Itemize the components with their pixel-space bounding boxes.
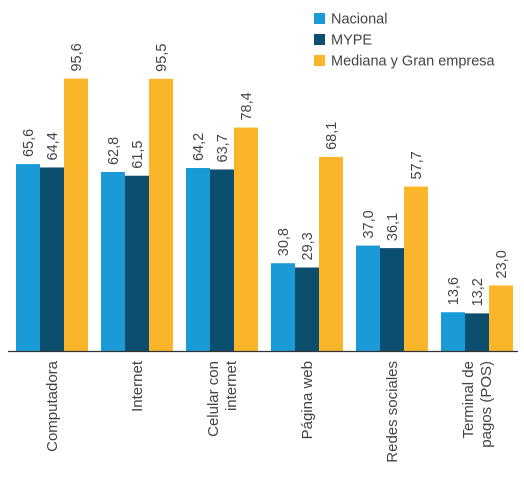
bar-2-2 bbox=[234, 127, 258, 351]
value-label-2-1: 63,7 bbox=[215, 134, 231, 162]
value-label-2-0: 64,2 bbox=[191, 133, 207, 161]
category-label-2-1: internet bbox=[223, 360, 240, 411]
bar-0-1 bbox=[40, 167, 64, 351]
bar-5-2 bbox=[489, 285, 513, 351]
legend-label-2: Mediana y Gran empresa bbox=[331, 54, 496, 70]
category-label-1-0: Internet bbox=[129, 360, 146, 412]
legend-label-1: MYPE bbox=[331, 33, 372, 49]
bar-5-0 bbox=[441, 312, 465, 351]
category-label-5-1: pagos (POS) bbox=[478, 361, 495, 448]
bar-1-2 bbox=[149, 78, 173, 351]
value-label-0-2: 95,6 bbox=[69, 43, 85, 71]
bar-0-2 bbox=[64, 78, 88, 351]
bar-4-2 bbox=[404, 186, 428, 351]
bar-1-0 bbox=[101, 172, 125, 351]
legend-label-0: Nacional bbox=[331, 12, 387, 28]
category-label-2-0: Celular con bbox=[205, 361, 222, 437]
value-label-4-0: 37,0 bbox=[361, 210, 377, 238]
value-labels-group: 65,6 64,4 95,6 62,8 61,5 95,5 64,2 63,7 78,4 30,8… bbox=[21, 43, 510, 306]
legend-swatch-1 bbox=[314, 34, 325, 45]
bar-3-2 bbox=[319, 156, 343, 351]
bar-4-1 bbox=[380, 248, 404, 351]
legend-swatch-2 bbox=[314, 55, 325, 66]
category-label-5-0: Terminal de bbox=[460, 361, 477, 439]
category-label-0-0: Computadora bbox=[44, 360, 61, 452]
category-labels-group: Computadora Internet Celular con internet Pá… bbox=[44, 360, 495, 463]
value-label-1-2: 95,5 bbox=[154, 44, 170, 72]
value-label-3-0: 30,8 bbox=[276, 228, 292, 256]
bar-2-0 bbox=[186, 168, 210, 351]
bar-3-1 bbox=[295, 267, 319, 351]
value-label-3-2: 68,1 bbox=[324, 122, 340, 150]
value-label-5-2: 23,0 bbox=[494, 250, 510, 278]
value-label-1-0: 62,8 bbox=[106, 137, 122, 165]
value-label-2-2: 78,4 bbox=[239, 92, 255, 120]
value-label-0-0: 65,6 bbox=[21, 129, 37, 157]
value-label-0-1: 64,4 bbox=[45, 132, 61, 160]
bar-1-1 bbox=[125, 175, 149, 351]
legend-swatch-0 bbox=[314, 13, 325, 24]
value-label-5-0: 13,6 bbox=[446, 277, 462, 305]
bar-0-0 bbox=[16, 164, 40, 351]
value-label-1-1: 61,5 bbox=[130, 140, 146, 168]
value-label-4-2: 57,7 bbox=[409, 151, 425, 179]
category-label-4-0: Redes sociales bbox=[384, 361, 401, 463]
value-label-4-1: 36,1 bbox=[385, 213, 401, 241]
bar-2-1 bbox=[210, 169, 234, 351]
bar-4-0 bbox=[356, 245, 380, 351]
value-label-3-1: 29,3 bbox=[300, 232, 316, 260]
category-label-3-0: Página web bbox=[299, 361, 316, 439]
value-label-5-1: 13,2 bbox=[470, 278, 486, 306]
legend: Nacional MYPE Mediana y Gran empresa bbox=[314, 12, 496, 70]
bar-5-1 bbox=[465, 313, 489, 351]
bar-3-0 bbox=[271, 263, 295, 351]
bars-group bbox=[16, 78, 513, 351]
